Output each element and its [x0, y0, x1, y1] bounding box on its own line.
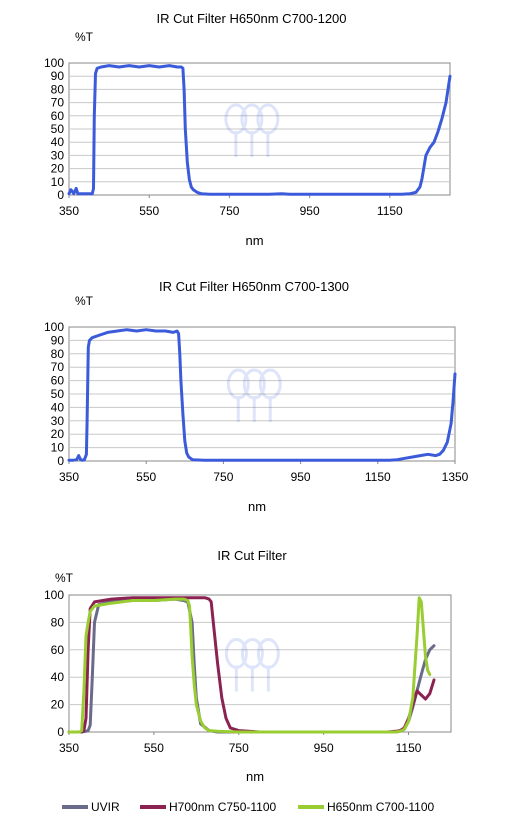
x-tick-label: 550	[136, 470, 156, 484]
y-tick-label: 80	[51, 82, 65, 96]
watermark-logo	[224, 103, 280, 157]
watermark-ring	[226, 368, 250, 400]
y-tick-label: 60	[51, 374, 65, 388]
x-tick-label: 1150	[365, 470, 391, 484]
y-tick-label: 10	[51, 441, 65, 455]
y-tick-label: 20	[51, 427, 65, 441]
y-tick-label: 30	[51, 148, 65, 162]
y-axis-label: %T	[55, 571, 74, 585]
x-tick-label: 750	[219, 204, 239, 218]
y-tick-label: 80	[51, 347, 65, 361]
y-tick-label: 70	[51, 360, 65, 374]
y-tick-label: 0	[57, 725, 64, 739]
x-axis-label: nm	[245, 233, 263, 248]
watermark-ring	[256, 638, 280, 669]
x-tick-label: 350	[59, 204, 79, 218]
legend-label: H650nm C700-1100	[327, 800, 435, 814]
legend-label: UVIR	[91, 800, 120, 814]
y-tick-label: 10	[51, 175, 65, 189]
y-tick-label: 40	[51, 670, 65, 684]
y-tick-label: 40	[51, 400, 65, 414]
y-tick-label: 100	[44, 56, 64, 70]
x-tick-label: 1150	[377, 204, 403, 218]
y-axis-label: %T	[75, 294, 94, 308]
chart-1: IR Cut Filter H650nm C700-1200 %T 01020304…	[44, 11, 452, 248]
legend-label: H700nm C750-1100	[169, 800, 277, 814]
x-tick-label: 950	[314, 741, 334, 755]
y-tick-label: 90	[51, 69, 65, 83]
watermark-ring	[256, 103, 280, 135]
series-line-3	[67, 596, 432, 734]
y-tick-label: 70	[51, 96, 65, 110]
x-tick-label: 750	[213, 470, 233, 484]
watermark-ring	[224, 638, 248, 669]
x-tick-label: 1350	[442, 470, 469, 484]
x-tick-label: 350	[59, 470, 79, 484]
x-axis-label: nm	[246, 769, 264, 784]
x-tick-label: 750	[229, 741, 249, 755]
y-axis-label: %T	[75, 30, 94, 44]
x-tick-label: 550	[139, 204, 159, 218]
plot-area	[68, 594, 452, 733]
x-tick-label: 550	[144, 741, 164, 755]
y-tick-label: 0	[57, 454, 64, 468]
x-axis-label: nm	[248, 499, 266, 514]
legend: UVIR H700nm C750-1100 H650nm C700-1100	[62, 800, 435, 814]
chart-2: IR Cut Filter H650nm C700-1300 %T 01020304…	[44, 279, 469, 514]
y-tick-label: 40	[51, 135, 65, 149]
chart-title: IR Cut Filter H650nm C700-1300	[159, 279, 349, 294]
watermark-logo	[226, 368, 282, 422]
y-tick-label: 20	[51, 162, 65, 176]
watermark-ring	[224, 103, 248, 135]
watermark-ring	[258, 368, 282, 400]
y-tick-label: 80	[51, 615, 65, 629]
chart-title: IR Cut Filter	[217, 548, 287, 563]
series-line-1	[67, 328, 457, 462]
y-tick-label: 60	[51, 109, 65, 123]
x-tick-label: 350	[59, 741, 79, 755]
chart-3: IR Cut Filter %T 0 20 40 60 80 100 350 550 750 950 1…	[44, 548, 452, 814]
y-tick-label: 60	[51, 643, 65, 657]
x-tick-label: 950	[291, 470, 311, 484]
y-tick-label: 0	[57, 188, 64, 202]
x-tick-label: 1150	[396, 741, 422, 755]
watermark-ring	[240, 638, 264, 669]
y-tick-label: 100	[44, 320, 64, 334]
y-tick-label: 20	[51, 698, 65, 712]
y-tick-label: 100	[44, 588, 64, 602]
watermark-logo	[224, 638, 280, 692]
x-tick-label: 950	[300, 204, 320, 218]
y-tick-label: 30	[51, 414, 65, 428]
watermark-ring	[240, 103, 264, 135]
watermark-ring	[242, 368, 266, 400]
y-tick-label: 50	[51, 387, 65, 401]
y-tick-label: 90	[51, 333, 65, 347]
chart-title: IR Cut Filter H650nm C700-1200	[156, 11, 346, 26]
y-tick-label: 50	[51, 122, 65, 136]
series-line-1	[67, 64, 452, 196]
